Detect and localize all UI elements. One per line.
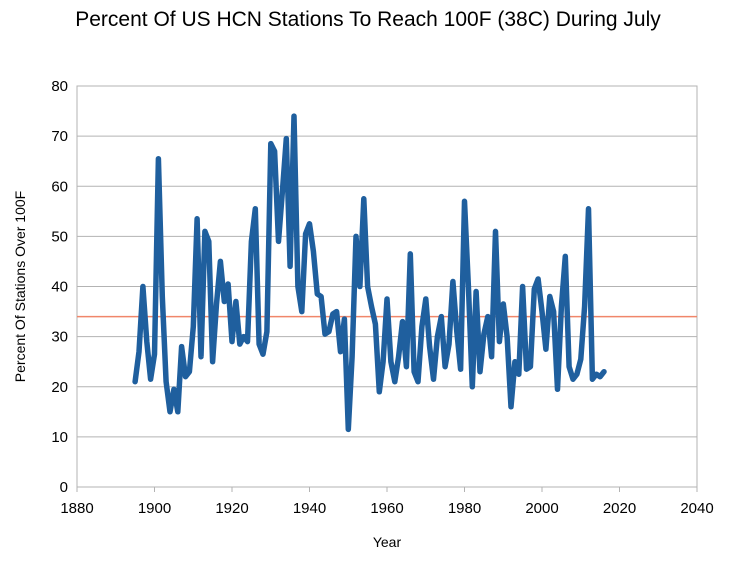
x-tick-label: 1880	[60, 500, 93, 517]
x-tick-label: 2020	[603, 500, 636, 517]
y-tick-label: 40	[51, 279, 68, 296]
y-tick-label: 30	[51, 329, 68, 346]
y-tick-label: 50	[51, 228, 68, 245]
y-tick-label: 60	[51, 178, 68, 195]
x-tick-label: 1900	[138, 500, 171, 517]
y-tick-label: 10	[51, 429, 68, 446]
x-tick-label: 2000	[525, 500, 558, 517]
y-tick-label: 80	[51, 78, 68, 95]
chart-title: Percent Of US HCN Stations To Reach 100F…	[75, 8, 661, 31]
series-group	[132, 113, 607, 433]
y-tick-label: 0	[60, 479, 68, 496]
y-tick-label: 70	[51, 128, 68, 145]
x-tick-labels: 1880 1900 1920 1940 1960 1980 2000 2020 2040	[60, 500, 713, 517]
gridlines	[76, 85, 698, 492]
y-tick-labels: 0 10 20 30 40 50 60 70 80	[51, 78, 68, 496]
x-tick-label: 1920	[215, 500, 248, 517]
plot-area-border	[76, 85, 698, 488]
x-tick-label: 1960	[370, 500, 403, 517]
x-tick-label: 1980	[448, 500, 481, 517]
x-tick-label: 1940	[293, 500, 326, 517]
x-tick-label: 2040	[680, 500, 713, 517]
y-tick-label: 20	[51, 379, 68, 396]
x-axis-label: Year	[373, 534, 402, 550]
y-axis-label: Percent Of Stations Over 100F	[12, 191, 28, 382]
series-line	[132, 113, 607, 433]
